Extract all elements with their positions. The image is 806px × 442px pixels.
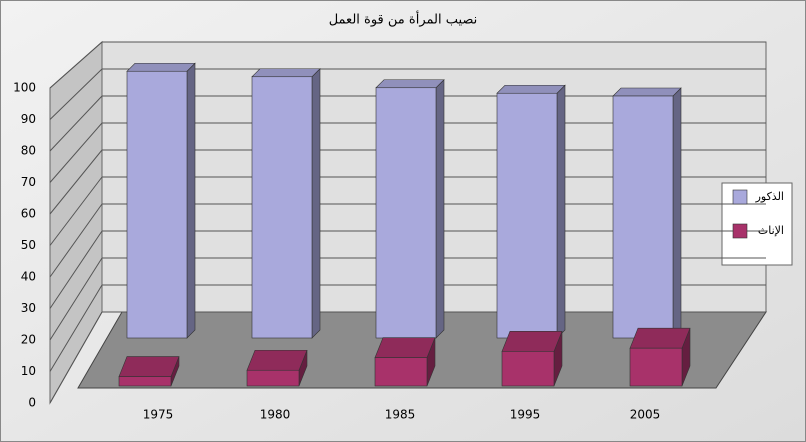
x-tick-label: 2005 bbox=[630, 408, 661, 422]
y-tick-label: 0 bbox=[28, 396, 36, 410]
x-tick-label: 1985 bbox=[385, 408, 416, 422]
bar bbox=[496, 84, 566, 339]
bar bbox=[501, 331, 563, 387]
bar-top bbox=[612, 87, 682, 97]
legend-label: الذكور bbox=[755, 190, 784, 203]
legend-label: الإناث bbox=[758, 224, 784, 237]
bar-top bbox=[496, 84, 566, 94]
y-tick-label: 40 bbox=[21, 270, 36, 284]
bar-front bbox=[496, 92, 558, 339]
bar-front bbox=[629, 347, 683, 387]
bar-top bbox=[501, 331, 563, 352]
bar-top bbox=[374, 337, 436, 358]
y-tick-label: 10 bbox=[21, 364, 36, 378]
bar-side bbox=[672, 87, 682, 339]
y-tick-label: 80 bbox=[21, 144, 36, 158]
bar-front bbox=[374, 357, 428, 387]
x-tick-label: 1980 bbox=[260, 408, 291, 422]
bar-front bbox=[501, 351, 555, 387]
grid-line bbox=[49, 257, 103, 341]
bar-side bbox=[311, 68, 321, 339]
grid-line bbox=[49, 284, 103, 372]
bar-front bbox=[612, 95, 674, 339]
y-tick-label: 70 bbox=[21, 175, 36, 189]
grid-line bbox=[49, 95, 103, 152]
bar-top bbox=[246, 349, 308, 371]
grid-line bbox=[49, 176, 103, 246]
grid-line bbox=[49, 122, 103, 183]
bar-top bbox=[629, 327, 691, 349]
bar bbox=[629, 327, 691, 387]
y-tick-label: 30 bbox=[21, 301, 36, 315]
bar-front bbox=[251, 76, 313, 339]
bar-side bbox=[556, 84, 566, 339]
bar-top bbox=[375, 79, 445, 89]
y-tick-label: 60 bbox=[21, 207, 36, 221]
y-tick-label: 100 bbox=[13, 81, 36, 95]
bar bbox=[612, 87, 682, 339]
grid-line bbox=[49, 203, 103, 278]
chart-title: نصيب المرأة من قوة العمل bbox=[329, 11, 478, 28]
bar bbox=[375, 79, 445, 339]
bar-front bbox=[126, 70, 188, 339]
bar-top bbox=[126, 62, 196, 72]
x-tick-label: 1995 bbox=[510, 408, 541, 422]
bar-front bbox=[246, 369, 300, 387]
bar bbox=[374, 337, 436, 387]
y-tick-label: 20 bbox=[21, 333, 36, 347]
legend-swatch bbox=[732, 189, 748, 205]
y-tick-label: 90 bbox=[21, 112, 36, 126]
grid-line bbox=[49, 230, 103, 309]
bar bbox=[251, 68, 321, 339]
grid-line bbox=[49, 149, 103, 215]
bar bbox=[118, 356, 180, 387]
legend-swatch bbox=[732, 223, 748, 239]
x-tick-label: 1975 bbox=[143, 408, 174, 422]
y-tick-label: 50 bbox=[21, 238, 36, 252]
bar-front bbox=[118, 376, 172, 387]
bar-top bbox=[251, 68, 321, 78]
grid-line bbox=[49, 68, 103, 120]
bar bbox=[126, 62, 196, 339]
bar-side bbox=[435, 79, 445, 339]
bar bbox=[246, 349, 308, 387]
grid-line bbox=[49, 311, 103, 404]
bar-side bbox=[186, 62, 196, 339]
grid-line bbox=[49, 41, 103, 89]
bar-front bbox=[375, 87, 437, 339]
bar-top bbox=[118, 356, 180, 377]
